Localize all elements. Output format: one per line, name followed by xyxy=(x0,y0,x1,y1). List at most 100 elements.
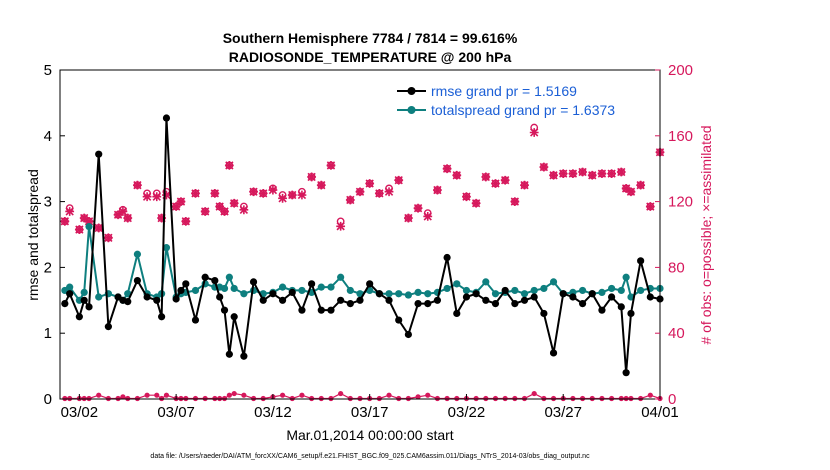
totalspread-point xyxy=(66,283,74,291)
obs-assimilated-point xyxy=(316,180,326,190)
obs-rejected-point xyxy=(120,394,126,400)
y-right-tick-label: 200 xyxy=(668,62,693,79)
totalspread-point xyxy=(637,286,645,295)
obs-assimilated-point xyxy=(452,170,462,180)
rmse-point xyxy=(395,316,403,324)
rmse-point xyxy=(80,296,88,304)
rmse-point xyxy=(158,313,166,321)
totalspread-point xyxy=(385,290,393,298)
obs-assimilated-point xyxy=(258,188,268,198)
totalspread-point xyxy=(549,278,558,286)
x-tick-label: 03/07 xyxy=(157,404,195,421)
y-left-tick-label: 1 xyxy=(44,325,52,342)
obs-assimilated-point xyxy=(626,187,636,197)
rmse-point xyxy=(298,306,306,314)
rmse-point xyxy=(617,303,625,311)
obs-assimilated-point xyxy=(210,188,220,198)
rmse-point xyxy=(95,150,103,158)
obs-assimilated-point xyxy=(568,169,578,179)
rmse-point xyxy=(424,299,432,308)
rmse-point xyxy=(346,299,354,308)
left-axis: 0 1 2 3 4 5 xyxy=(44,62,65,408)
y-axis-right-label: # of obs: o=possible; ×=assimilated xyxy=(698,125,714,344)
obs-assimilated-point xyxy=(60,216,70,226)
totalspread-point xyxy=(530,286,538,295)
rmse-point xyxy=(153,296,161,304)
obs-assimilated-point xyxy=(113,210,123,220)
rmse-point xyxy=(491,299,500,308)
totalspread-point xyxy=(443,284,451,293)
rmse-point xyxy=(216,293,224,301)
rmse-point xyxy=(540,309,548,318)
obs-rejected-point xyxy=(96,392,102,398)
obs-assimilated-point xyxy=(636,180,646,190)
obs-assimilated-point xyxy=(224,161,234,170)
y-right-tick-label: 80 xyxy=(668,259,685,276)
obs-rejected-point xyxy=(531,390,537,397)
totalspread-point xyxy=(424,290,432,298)
totalspread-point xyxy=(608,284,616,293)
rmse-line xyxy=(63,117,661,373)
rmse-point xyxy=(133,276,142,285)
totalspread-point xyxy=(491,290,500,298)
obs-assimilated-point xyxy=(607,169,617,179)
rmse-point xyxy=(191,316,200,324)
rmse-point xyxy=(308,280,316,288)
obs-assimilated-point xyxy=(616,167,626,177)
rmse-point xyxy=(482,296,490,304)
obs-assimilated-point xyxy=(249,187,258,197)
totalspread-point xyxy=(395,290,403,298)
rmse-point xyxy=(259,296,267,304)
totalspread-point xyxy=(337,273,345,281)
totalspread-point xyxy=(520,290,529,298)
obs-assimilated-point xyxy=(394,175,404,185)
obs-rejected-point xyxy=(226,392,232,398)
obs-assimilated-point xyxy=(442,164,452,174)
obs-assimilated-point xyxy=(539,162,549,172)
rmse-point xyxy=(220,306,229,314)
totalspread-point xyxy=(80,288,88,297)
obs-assimilated-point xyxy=(103,233,113,243)
obs-rejected-point xyxy=(647,392,653,398)
totalspread-line xyxy=(64,226,660,303)
obs-assimilated-point xyxy=(403,213,413,223)
obs-assimilated-point xyxy=(423,212,433,221)
obs-assimilated-point xyxy=(481,172,491,182)
x-tick-label: 03/02 xyxy=(61,404,99,421)
obs-assimilated-point xyxy=(645,202,655,211)
rmse-point xyxy=(356,296,364,304)
obs-assimilated-point xyxy=(123,213,133,223)
totalspread-point xyxy=(414,288,422,297)
rmse-point xyxy=(124,298,132,306)
totalspread-point xyxy=(511,286,519,295)
x-axis: 03/02 03/07 03/12 03/17 03/22 03/27 04/01 xyxy=(61,394,679,421)
rmse-point xyxy=(249,278,258,286)
rmse-point xyxy=(225,350,233,358)
rmse-point xyxy=(143,293,151,301)
y-right-tick-label: 40 xyxy=(668,325,685,342)
obs-assimilated-point xyxy=(181,216,191,226)
rmse-point xyxy=(278,296,287,304)
obs-assimilated-point xyxy=(520,180,529,190)
rmse-point xyxy=(549,349,558,357)
legend-box xyxy=(391,77,655,123)
rmse-point xyxy=(578,299,587,308)
rmse-point xyxy=(414,299,422,308)
plot-frame xyxy=(59,69,661,400)
totalspread-point xyxy=(617,286,625,295)
obs-assimilated-point xyxy=(297,190,307,200)
rmse-point xyxy=(269,290,277,298)
y-right-tick-label: 120 xyxy=(668,194,693,211)
totalspread-point xyxy=(598,288,606,297)
obs-assimilated-point xyxy=(287,190,297,200)
rmse-point xyxy=(162,114,171,122)
rmse-point xyxy=(608,293,616,301)
x-tick-label: 04/01 xyxy=(641,404,679,421)
obs-assimilated-point xyxy=(345,195,355,205)
y-left-tick-label: 3 xyxy=(44,194,52,211)
totalspread-point xyxy=(404,291,412,299)
rmse-point xyxy=(627,309,635,318)
obs-rejected-point xyxy=(231,390,237,397)
totalspread-point xyxy=(482,278,490,286)
